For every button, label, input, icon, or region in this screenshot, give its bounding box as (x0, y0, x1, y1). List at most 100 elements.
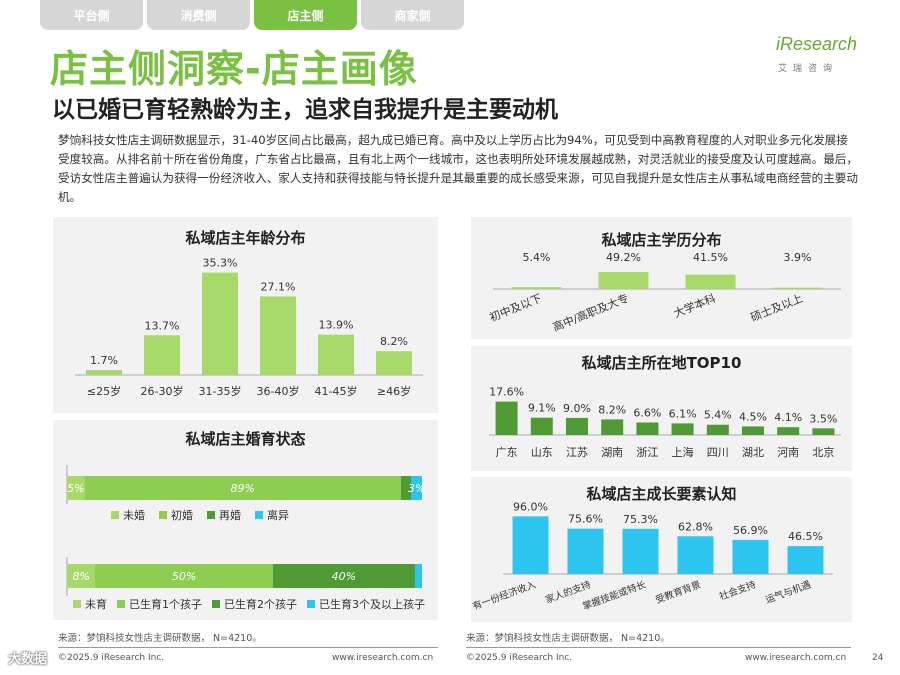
education-panel: 私域店主学历分布 5.4% 初中及以下 49.2% 高中/高职及大专 41.5% 大学本科… (471, 217, 852, 339)
footer-url-left[interactable]: www.iresearch.com.cn (332, 653, 434, 663)
value-label-2: 41.5% (693, 251, 728, 264)
category-label-2: 31-35岁 (199, 384, 242, 398)
segment-3 (414, 564, 422, 588)
location-panel: 私域店主所在地TOP10 17.6% 广东 9.1% 山东 9.0% 江苏 8.2% 湖南 6.… (471, 346, 852, 471)
age-chart-title: 私域店主年龄分布 (185, 229, 306, 247)
value-label-1: 13.7% (145, 319, 180, 332)
category-label-8: 河南 (777, 446, 799, 459)
value-label-5: 8.2% (380, 335, 408, 348)
bar-2 (202, 272, 238, 375)
legend-label-1: 初婚 (171, 509, 193, 522)
category-label-0: 初中及以下 (487, 291, 543, 325)
category-label-4: 社会支持 (718, 578, 758, 602)
tab-consumer[interactable]: 消费侧 (147, 0, 250, 30)
location-chart-title: 私域店主所在地TOP10 (581, 354, 742, 372)
bar-5 (376, 351, 412, 375)
page-title: 店主侧洞察-店主画像 (50, 47, 418, 91)
source-right: 来源：梦饷科技女性店主调研数据， N=4210。 (466, 633, 670, 644)
marriage-status-legend: 未婚 初婚 再婚 离异 (111, 507, 289, 523)
marriage-panel: 私域店主婚育状态 5% 89% 3% 未婚 初婚 再婚 离异 8% 50% 40% 未育 已生育… (53, 420, 438, 620)
category-label-0: ≤25岁 (87, 384, 121, 398)
category-label-0: 有一份经济收入 (471, 578, 538, 612)
logo-main-text: iResearch (776, 34, 858, 54)
bar-3 (677, 536, 714, 574)
value-label-1: 49.2% (606, 251, 641, 264)
category-label-1: 26-30岁 (141, 384, 184, 398)
tab-platform[interactable]: 平台侧 (40, 0, 143, 30)
marriage-status-bar: 5% 89% 3% (67, 476, 425, 500)
source-left: 来源：梦饷科技女性店主调研数据， N=4210。 (58, 633, 262, 644)
value-label-6: 5.4% (704, 409, 732, 422)
legend-label-3: 已生育3个及以上孩子 (319, 598, 425, 611)
bar-3 (601, 419, 624, 435)
value-label-2: 75.3% (623, 513, 658, 526)
category-label-0: 广东 (496, 446, 518, 459)
segment-0: 5% (67, 476, 85, 500)
value-label-0: 5.4% (523, 251, 551, 264)
bar-8 (777, 427, 800, 435)
category-label-6: 四川 (707, 446, 729, 459)
legend-label-1: 已生育1个孩子 (129, 598, 202, 611)
legend-swatch-2 (207, 511, 215, 519)
legend-label-0: 未育 (85, 598, 107, 611)
value-label-4: 6.6% (633, 406, 661, 419)
bar-6 (706, 424, 729, 435)
legend-item-2: 已生育2个孩子 (212, 596, 297, 612)
segment-2 (400, 476, 412, 500)
legend-label-2: 再婚 (219, 509, 241, 522)
value-label-0: 17.6% (489, 386, 524, 399)
footer-url-right[interactable]: www.iresearch.com.cn (745, 653, 847, 663)
segment-1: 50% (95, 564, 273, 588)
value-label-1: 75.6% (568, 513, 603, 526)
age-panel: 私域店主年龄分布 1.7% ≤25岁 13.7% 26-30岁 35.3% 31-35岁 2… (53, 217, 438, 413)
category-label-2: 大学本科 (672, 291, 718, 320)
bar-1 (598, 272, 649, 289)
section-tabs: 平台侧 消费侧 店主侧 商家侧 (40, 0, 464, 30)
bar-0 (512, 516, 549, 574)
age-chart: 1.7% ≤25岁 13.7% 26-30岁 35.3% 31-35岁 27.1% 36-40… (75, 257, 423, 398)
bar-4 (318, 334, 354, 375)
legend-swatch-2 (212, 600, 220, 608)
education-chart: 5.4% 初中及以下 49.2% 高中/高职及大专 41.5% 大学本科 3.9% 硕士及以上 (487, 251, 841, 334)
value-label-5: 6.1% (669, 407, 697, 420)
legend-item-1: 初婚 (159, 507, 193, 523)
value-label-8: 4.1% (774, 411, 802, 424)
value-label-4: 13.9% (319, 319, 354, 332)
legend-swatch-3 (255, 511, 263, 519)
tab-shopowner[interactable]: 店主侧 (254, 0, 357, 30)
legend-item-3: 离异 (255, 507, 289, 523)
tab-merchant[interactable]: 商家侧 (361, 0, 464, 30)
bar-2 (622, 528, 659, 574)
category-label-2: 掌握技能或特长 (581, 578, 648, 612)
legend-swatch-1 (117, 600, 125, 608)
category-label-3: 受教育背景 (654, 579, 703, 607)
category-label-5: ≥46岁 (377, 384, 411, 398)
value-label-3: 8.2% (598, 403, 626, 416)
iresearch-logo: iResearch 艾瑞咨询 (776, 34, 876, 78)
category-label-4: 浙江 (636, 446, 658, 459)
segment-3: 3% (408, 476, 425, 500)
value-label-0: 1.7% (90, 354, 118, 367)
value-label-5: 46.5% (788, 530, 823, 543)
growth-panel: 私域店主成长要素认知 96.0% 有一份经济收入 75.6% 家人的支持 75.3% 掌握… (471, 477, 852, 622)
children-status-bar: 8% 50% 40% (67, 564, 422, 588)
bar-5 (671, 423, 694, 435)
segment-2: 40% (272, 564, 415, 588)
children-status-legend: 未育 已生育1个孩子 已生育2个孩子 已生育3个及以上孩子 (73, 596, 425, 612)
category-label-2: 江苏 (566, 446, 588, 459)
category-label-3: 36-40岁 (257, 384, 300, 398)
value-label-0: 96.0% (513, 500, 548, 513)
bar-0 (86, 370, 122, 375)
bar-5 (787, 546, 824, 574)
watermark: 大数据 (8, 652, 48, 667)
category-label-5: 运气与机遇 (764, 578, 813, 606)
growth-chart: 96.0%有一份经济收入75.6%家人的支持75.3%掌握技能或特长62.8%受… (471, 500, 833, 613)
legend-label-0: 未婚 (123, 509, 145, 522)
footer-divider-right (466, 647, 851, 648)
legend-swatch-1 (159, 511, 167, 519)
bar-1 (144, 335, 180, 375)
footer-divider-left (58, 647, 438, 648)
growth-chart-title: 私域店主成长要素认知 (586, 485, 737, 503)
category-label-5: 上海 (672, 445, 694, 459)
bar-4 (636, 422, 659, 435)
